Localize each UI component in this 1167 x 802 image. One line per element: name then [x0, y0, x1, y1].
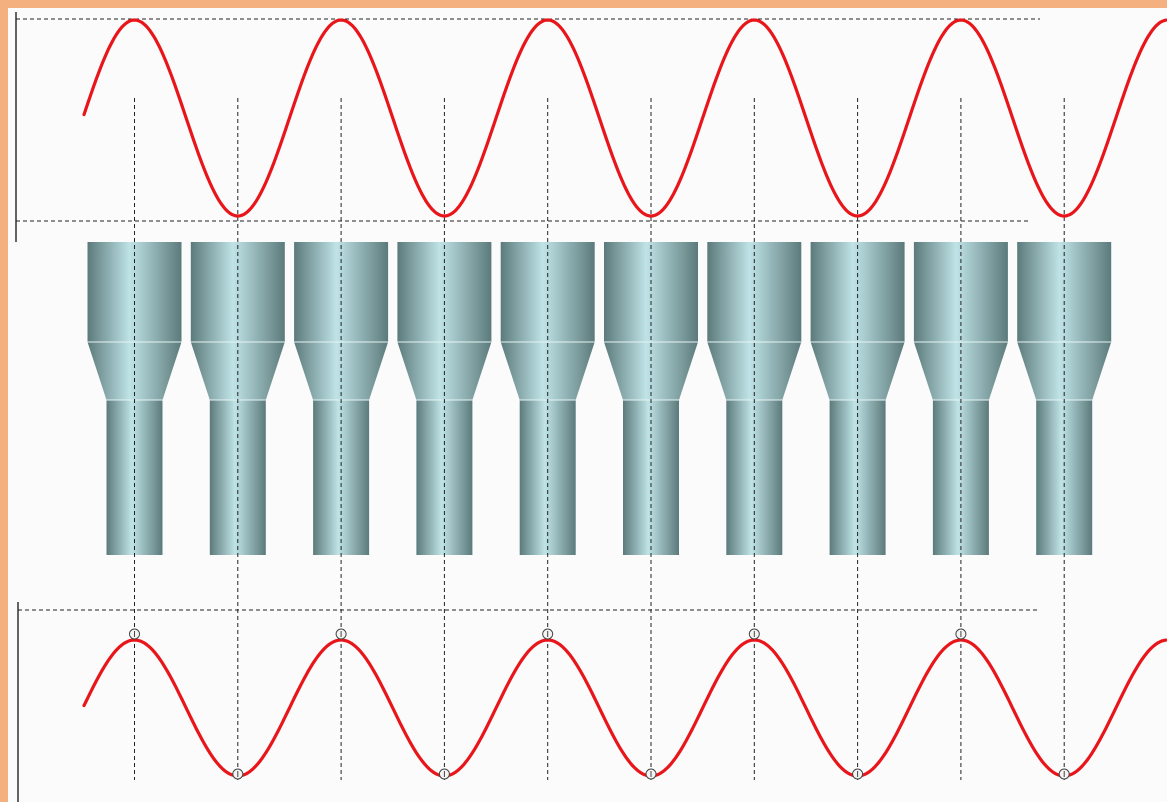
vertical-guide-lines	[134, 98, 1065, 780]
nozzle-body	[190, 242, 285, 342]
nozzle	[1017, 242, 1112, 555]
nozzle-body	[1017, 242, 1112, 342]
nozzle-body	[913, 242, 1008, 342]
nozzle-body	[707, 242, 802, 342]
top-sine-wave	[82, 18, 1167, 218]
nozzle-array	[87, 242, 1112, 555]
nozzle-body	[810, 242, 905, 342]
nozzle	[604, 242, 698, 555]
nozzle-body	[397, 242, 492, 342]
nozzle-body	[87, 242, 182, 342]
nozzle-body	[294, 242, 389, 342]
nozzle-body	[500, 242, 595, 342]
bottom-sine-wave	[82, 638, 1167, 778]
nozzle-body	[604, 242, 698, 342]
bottom-wave-markers	[129, 628, 1070, 780]
